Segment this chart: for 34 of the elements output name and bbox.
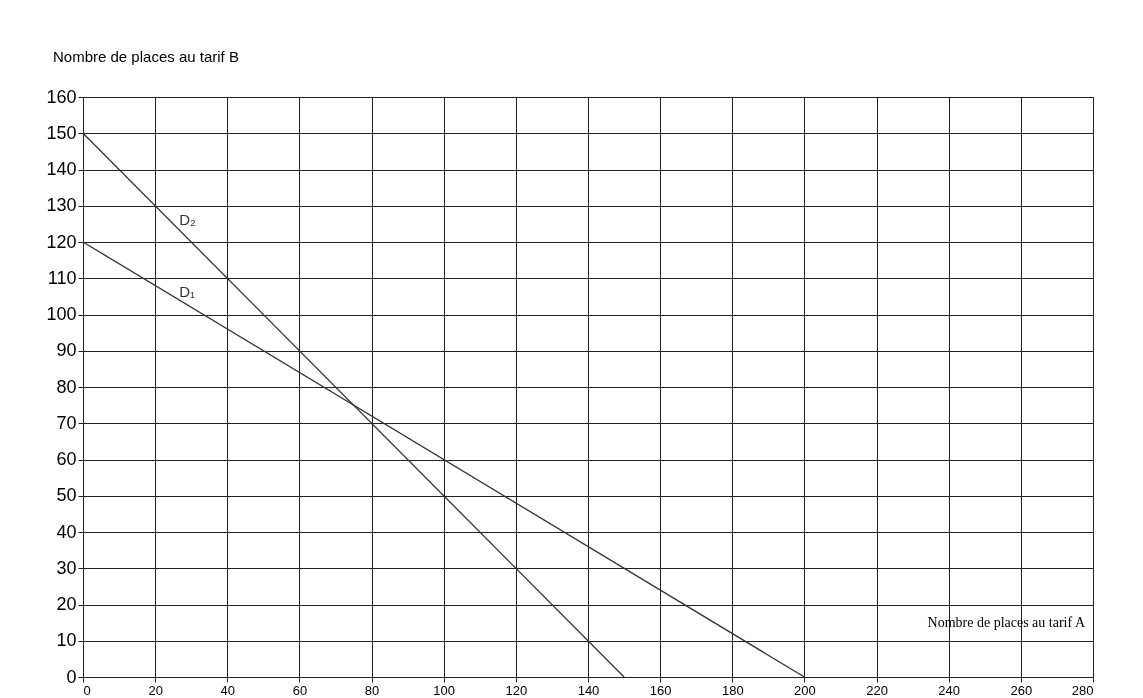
y-tick-label: 80: [56, 376, 77, 397]
y-tick-label: 160: [46, 86, 77, 107]
x-tick-label: 280: [1071, 682, 1094, 698]
x-tick-label: 260: [1010, 682, 1033, 698]
y-tick-label: 140: [46, 159, 77, 179]
y-tick-label: 20: [56, 594, 77, 614]
y-tick-label: 50: [56, 485, 77, 506]
x-tick-label: 140: [577, 682, 600, 698]
y-tick-label: 60: [56, 449, 77, 469]
y-tick-label: 70: [56, 412, 77, 433]
y-axis-title: Nombre de places au tarif B: [53, 48, 239, 65]
y-tick-label: 10: [56, 630, 77, 651]
x-tick-label: 20: [148, 682, 163, 698]
series-label: D₁: [179, 283, 196, 301]
x-tick-label: 180: [721, 682, 744, 698]
x-tick-label: 120: [505, 682, 528, 698]
x-tick-label: 100: [433, 682, 456, 698]
y-tick-label: 120: [46, 231, 77, 252]
x-tick-label: 200: [794, 682, 816, 698]
y-tick-label: 40: [56, 521, 77, 542]
x-tick-label: 0: [83, 682, 91, 698]
y-tick-label: 90: [56, 340, 77, 361]
y-tick-label: 130: [46, 195, 77, 216]
series-label: D₂: [179, 210, 197, 228]
y-tick-label: 110: [47, 267, 77, 288]
x-tick-label: 240: [938, 682, 961, 698]
y-tick-label: 30: [56, 557, 77, 578]
x-tick-label: 40: [220, 682, 236, 698]
y-tick-label: 150: [46, 122, 77, 143]
y-tick-label: 100: [46, 304, 77, 324]
x-tick-label: 60: [292, 682, 308, 698]
x-tick-label: 80: [364, 682, 380, 698]
x-tick-label: 160: [649, 682, 672, 698]
x-tick-label: 220: [866, 682, 888, 698]
